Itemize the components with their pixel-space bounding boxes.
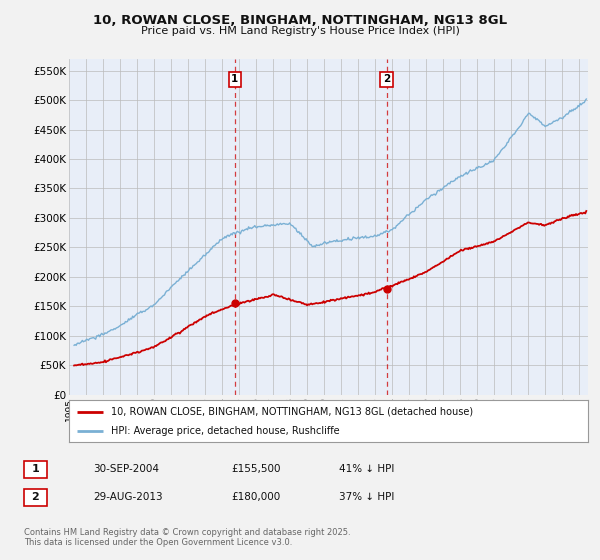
Text: 1: 1 (32, 464, 39, 474)
Text: 10, ROWAN CLOSE, BINGHAM, NOTTINGHAM, NG13 8GL: 10, ROWAN CLOSE, BINGHAM, NOTTINGHAM, NG… (93, 14, 507, 27)
Text: Price paid vs. HM Land Registry's House Price Index (HPI): Price paid vs. HM Land Registry's House … (140, 26, 460, 36)
Text: 10, ROWAN CLOSE, BINGHAM, NOTTINGHAM, NG13 8GL (detached house): 10, ROWAN CLOSE, BINGHAM, NOTTINGHAM, NG… (110, 407, 473, 417)
Text: 1: 1 (231, 74, 239, 85)
Text: 29-AUG-2013: 29-AUG-2013 (93, 492, 163, 502)
Text: 37% ↓ HPI: 37% ↓ HPI (339, 492, 394, 502)
Text: 2: 2 (383, 74, 390, 85)
Text: £180,000: £180,000 (231, 492, 280, 502)
Text: 30-SEP-2004: 30-SEP-2004 (93, 464, 159, 474)
Text: HPI: Average price, detached house, Rushcliffe: HPI: Average price, detached house, Rush… (110, 426, 339, 436)
Text: 2: 2 (32, 492, 39, 502)
Text: 41% ↓ HPI: 41% ↓ HPI (339, 464, 394, 474)
Text: £155,500: £155,500 (231, 464, 281, 474)
Text: Contains HM Land Registry data © Crown copyright and database right 2025.
This d: Contains HM Land Registry data © Crown c… (24, 528, 350, 547)
